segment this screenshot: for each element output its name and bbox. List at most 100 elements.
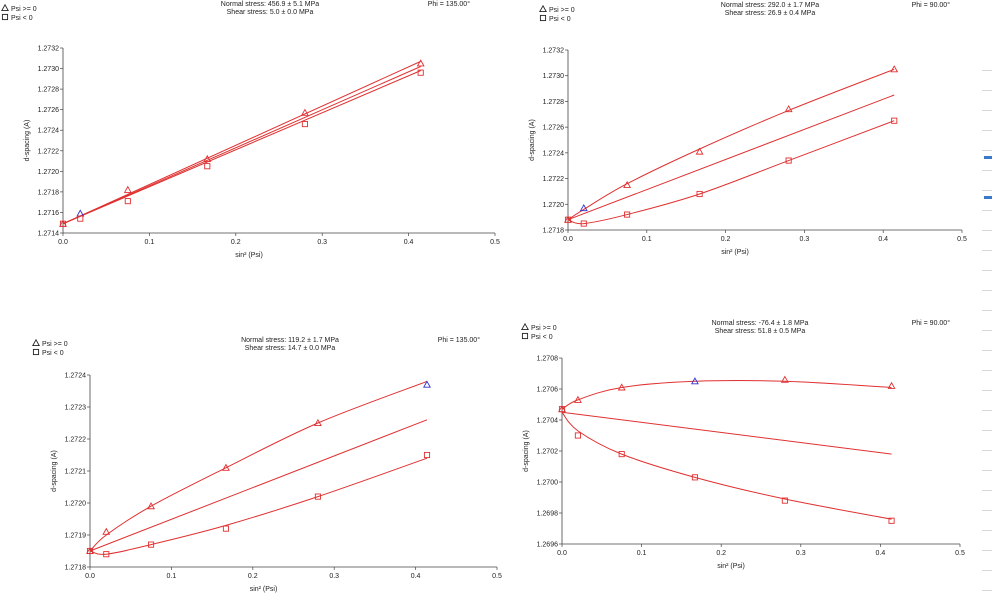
y-tick-label: 1.2728 <box>543 99 565 106</box>
data-point-psi-ge <box>313 418 322 427</box>
x-tick-label: 0.3 <box>317 239 327 246</box>
y-axis-label: d-spacing (A) <box>51 450 58 492</box>
normal-stress-label: Normal stress: 292.0 ± 1.7 MPa <box>721 2 819 9</box>
chart-panel-bottom-right: Psi >= 0 Psi < 0 Normal stress: -76.4 ± 1.… <box>500 300 970 606</box>
data-point-psi-lt <box>891 117 898 124</box>
ruler-tick <box>982 370 992 371</box>
data-point-psi-lt <box>86 547 94 555</box>
fit-curve-lower <box>62 70 421 225</box>
data-point-psi-ge <box>617 383 626 391</box>
data-point-psi-lt <box>618 451 625 458</box>
x-axis-label: sin² (Psi) <box>721 249 749 256</box>
y-tick-label: 1.2730 <box>38 66 60 73</box>
legend-square-icon <box>32 348 40 356</box>
data-point-psi-ge <box>690 377 699 385</box>
y-tick-label: 1.2722 <box>38 148 60 155</box>
y-axis-label: d-spacing (A) <box>523 430 530 472</box>
shear-stress-label: Shear stress: 14.7 ± 0.0 MPa <box>245 345 336 352</box>
y-axis-label: d-spacing (A) <box>24 120 31 162</box>
fit-curve-mid <box>567 94 895 221</box>
y-tick-label: 1.2723 <box>65 405 87 412</box>
y-tick-label: 1.2716 <box>38 210 60 217</box>
x-tick-label: 0.1 <box>145 239 155 246</box>
x-tick-label: 0.4 <box>404 239 414 246</box>
ruler-tick <box>982 490 992 491</box>
ruler-tick <box>982 110 992 111</box>
legend-triangle-icon <box>1 3 9 12</box>
y-tick-label: 1.2724 <box>543 150 565 157</box>
data-point-psi-lt <box>888 517 895 524</box>
legend: Psi >= 0 Psi < 0 <box>1 3 37 22</box>
y-tick-label: 1.2704 <box>537 418 559 425</box>
fit-curve-lower <box>561 411 892 520</box>
y-tick-label: 1.2718 <box>65 565 87 572</box>
data-point-psi-ge <box>416 59 425 67</box>
x-tick-label: 0.2 <box>721 236 731 243</box>
ruler-tick <box>982 250 992 251</box>
fit-curve-upper <box>561 379 892 410</box>
x-tick-label: 0.1 <box>167 573 177 580</box>
legend-square-icon <box>1 13 9 21</box>
chart-svg: Psi >= 0 Psi < 0 Normal stress: -76.4 ± 1.… <box>521 319 965 570</box>
ruler-tick <box>982 310 992 311</box>
y-tick-label: 1.2700 <box>537 480 559 487</box>
y-tick-label: 1.2722 <box>65 437 87 444</box>
y-tick-label: 1.2732 <box>38 46 60 53</box>
y-tick-label: 1.2714 <box>38 231 60 238</box>
x-tick-label: 0.5 <box>955 550 965 557</box>
data-point-psi-lt <box>558 406 566 413</box>
y-tick-label: 1.2698 <box>537 511 559 518</box>
fit-curve-mid <box>561 411 892 455</box>
data-point-psi-lt <box>564 216 572 223</box>
y-tick-label: 1.2732 <box>543 48 565 55</box>
data-point-psi-lt <box>77 215 84 222</box>
chart-svg: Psi >= 0 Psi < 0 Normal stress: 119.2 ± 1.… <box>32 336 502 593</box>
data-point-psi-lt <box>696 190 703 198</box>
y-tick-label: 1.2728 <box>38 87 60 94</box>
legend-label-psi-ge: Psi >= 0 <box>42 341 68 348</box>
y-tick-label: 1.2721 <box>65 469 87 476</box>
data-point-psi-ge <box>300 108 309 116</box>
shear-stress-label: Shear stress: 26.9 ± 0.4 MPa <box>725 10 816 17</box>
ruler-tick <box>982 470 992 471</box>
ruler-accent-mark <box>984 156 992 159</box>
x-axis-label: sin² (Psi) <box>717 563 745 570</box>
x-tick-label: 0.0 <box>563 236 573 243</box>
y-tick-label: 1.2696 <box>537 542 559 549</box>
y-tick-label: 1.2726 <box>38 107 60 114</box>
data-point-psi-ge <box>76 209 85 217</box>
y-tick-label: 1.2730 <box>543 73 565 80</box>
ruler-tick <box>982 570 992 571</box>
ruler-tick <box>982 410 992 411</box>
data-point-psi-lt <box>204 163 211 170</box>
data-point-psi-ge <box>147 502 156 510</box>
x-tick-label: 0.5 <box>492 573 502 580</box>
legend-square-icon <box>521 332 529 340</box>
normal-stress-label: Normal stress: -76.4 ± 1.8 MPa <box>712 320 809 327</box>
legend-label-psi-lt: Psi < 0 <box>42 350 64 357</box>
legend-label-psi-ge: Psi >= 0 <box>531 325 557 332</box>
x-tick-label: 0.2 <box>716 550 726 557</box>
data-point-psi-ge <box>623 180 632 189</box>
legend: Psi >= 0 Psi < 0 <box>32 338 68 357</box>
y-tick-label: 1.2706 <box>537 387 559 394</box>
data-point-psi-lt <box>301 121 308 128</box>
phi-label: Phi = 135.00° <box>428 0 471 8</box>
fit-curve-mid <box>89 419 428 552</box>
x-tick-label: 0.2 <box>231 239 241 246</box>
data-point-psi-lt <box>781 497 788 504</box>
y-tick-label: 1.2718 <box>38 189 60 196</box>
data-point-psi-lt <box>59 220 67 227</box>
data-point-psi-lt <box>124 198 131 205</box>
data-point-psi-ge <box>221 463 230 471</box>
phi-label: Phi = 90.00° <box>912 1 951 9</box>
ruler-tick <box>982 170 992 171</box>
fit-curve-upper <box>62 60 421 225</box>
chart-svg: Psi >= 0 Psi < 0 Normal stress: 292.0 ± 1.… <box>529 1 967 256</box>
data-point-psi-lt <box>580 220 587 227</box>
data-point-psi-ge <box>695 147 704 155</box>
y-tick-label: 1.2724 <box>65 373 87 380</box>
data-point-psi-ge <box>784 105 793 113</box>
ruler-tick <box>982 390 992 391</box>
data-point-psi-ge <box>579 204 588 212</box>
